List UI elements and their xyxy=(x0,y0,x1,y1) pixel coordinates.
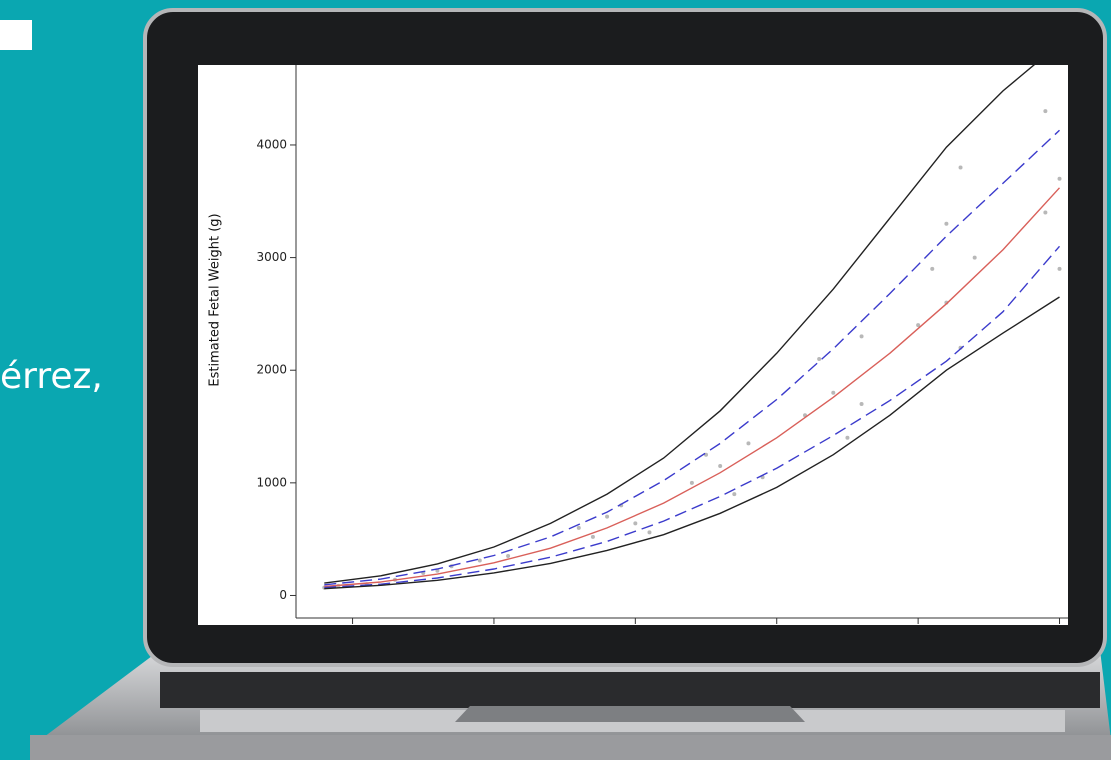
y-tick-label: 0 xyxy=(279,588,287,602)
scatter-point xyxy=(930,266,935,271)
y-axis-label: Estimated Fetal Weight (g) xyxy=(208,213,223,386)
scatter-point xyxy=(1057,176,1062,181)
scatter-point xyxy=(859,334,864,339)
chart: Estimated Fetal Weight (g) 0 1000 2000 3000… xyxy=(208,65,1068,624)
scatter-point xyxy=(647,530,652,535)
scatter-point xyxy=(916,323,921,328)
logo-fragment xyxy=(0,20,32,50)
scatter-point xyxy=(972,255,977,260)
trackpad xyxy=(455,706,805,722)
y-tick-label: 4000 xyxy=(256,137,287,151)
scatter-point xyxy=(689,480,694,485)
scatter-point xyxy=(831,390,836,395)
screen xyxy=(198,65,1068,625)
scatter-point xyxy=(944,221,949,226)
scatter-point xyxy=(633,521,638,526)
series-line xyxy=(324,65,1036,584)
scatter-point xyxy=(817,356,822,361)
scatter-point xyxy=(845,435,850,440)
y-tick-label: 1000 xyxy=(256,475,287,489)
laptop-edge xyxy=(30,735,1111,760)
scatter-point xyxy=(1043,210,1048,215)
scatter-point xyxy=(746,441,751,446)
scatter-point xyxy=(605,514,610,519)
scatter-point xyxy=(506,554,511,559)
series-line xyxy=(324,187,1061,588)
y-tick-label: 2000 xyxy=(256,363,287,377)
scatter-point xyxy=(1043,109,1048,114)
y-tick-label: 3000 xyxy=(256,250,287,264)
keyboard xyxy=(160,672,1100,708)
scatter-point xyxy=(958,165,963,170)
scatter-point xyxy=(590,534,595,539)
scatter-point xyxy=(1057,266,1062,271)
scatter-point xyxy=(859,402,864,407)
scatter-point xyxy=(718,463,723,468)
scatter-point xyxy=(477,558,482,563)
series-line xyxy=(324,245,1061,589)
series-line xyxy=(324,296,1060,590)
side-text: érrez, xyxy=(0,356,103,397)
scatter-point xyxy=(576,525,581,530)
scatter-point xyxy=(732,492,737,497)
